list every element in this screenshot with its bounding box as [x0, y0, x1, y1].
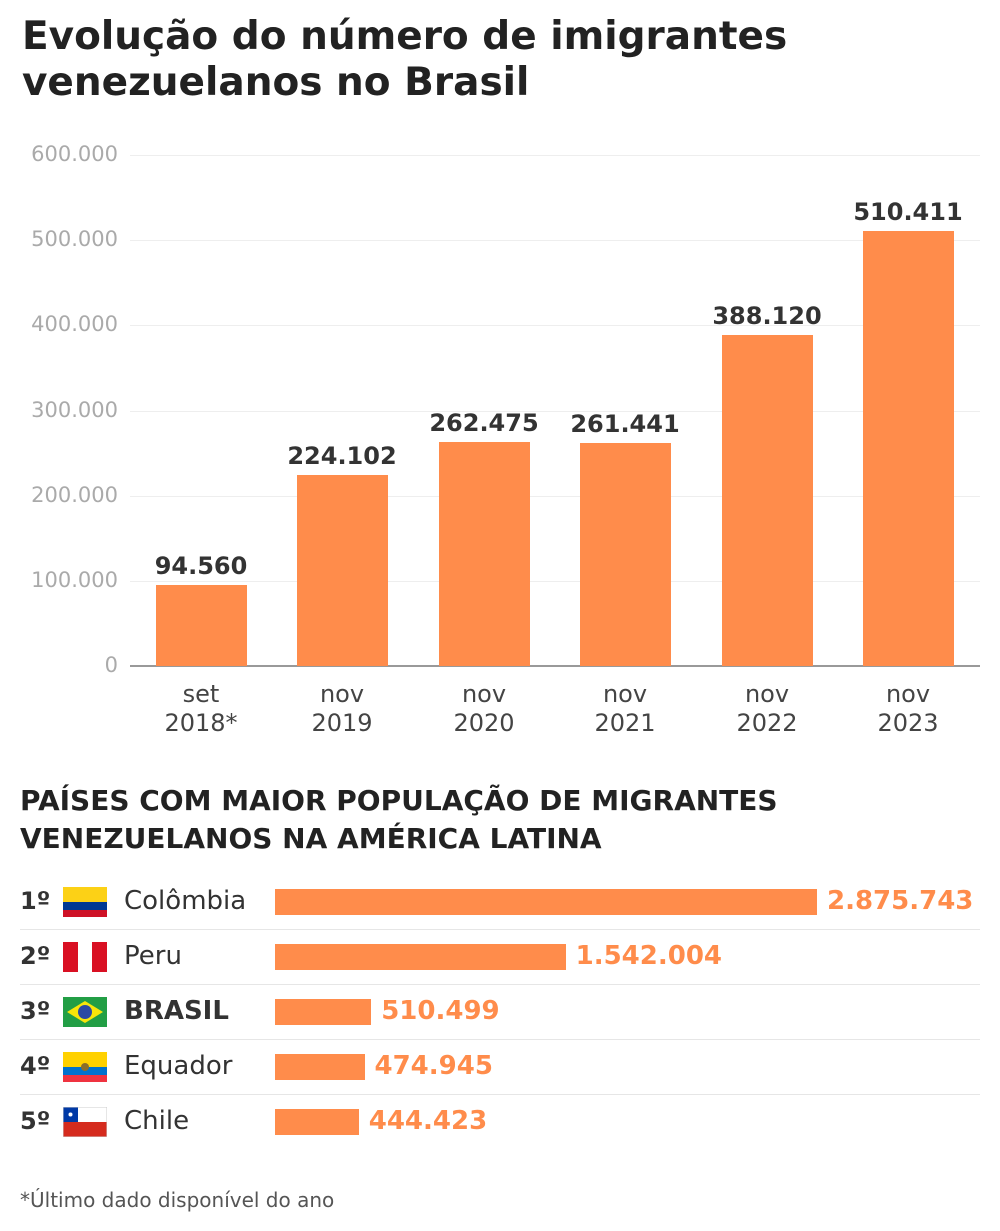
row-divider — [20, 929, 980, 930]
data-label: 510.499 — [381, 996, 500, 1026]
rank-label: 3º — [20, 997, 51, 1025]
ranking-row: 1º Colômbia 2.875.743 — [0, 873, 980, 928]
data-label: 444.423 — [368, 1106, 488, 1136]
bar — [155, 585, 247, 666]
data-label: 262.475 — [429, 409, 539, 438]
gridline — [130, 580, 980, 582]
y-tick-label: 300.000 — [31, 397, 118, 422]
y-tick-label: 400.000 — [31, 312, 118, 337]
data-label: 1.542.004 — [575, 941, 723, 971]
chart-title: Evolução do número de imigrantes venezue… — [22, 14, 788, 105]
y-tick-label: 100.000 — [31, 567, 118, 592]
x-tick-label: nov 2022 — [692, 680, 842, 738]
x-tick-label: nov 2019 — [267, 680, 417, 738]
peru-flag-icon — [63, 942, 107, 972]
x-tick-line: 2021 — [594, 709, 656, 737]
ranking-row: 2º Peru 1.542.004 — [0, 928, 980, 983]
ranking-row: 4º Equador 474.945 — [0, 1038, 980, 1093]
x-tick-line: nov — [602, 680, 648, 708]
x-tick-line: 2023 — [877, 709, 939, 737]
gridline — [130, 325, 980, 327]
x-tick-label: nov 2020 — [409, 680, 559, 738]
ecuador-flag-icon — [63, 1052, 107, 1082]
bar — [438, 442, 530, 666]
x-tick-label: set 2018* — [126, 680, 276, 738]
x-tick-line: nov — [885, 680, 931, 708]
rank-label: 1º — [20, 887, 51, 915]
data-label: 261.441 — [570, 410, 680, 439]
chile-flag-icon — [63, 1107, 107, 1137]
bar — [275, 944, 566, 970]
x-tick-line: 2020 — [453, 709, 515, 737]
ranking-row: 3º BRASIL 510.499 — [0, 983, 980, 1038]
bar — [721, 335, 813, 666]
x-tick-line: 2022 — [736, 709, 798, 737]
bar — [579, 443, 671, 666]
data-label: 510.411 — [853, 198, 963, 227]
gridline — [130, 240, 980, 242]
bar — [275, 889, 817, 915]
row-divider — [20, 1094, 980, 1095]
x-tick-line: nov — [744, 680, 790, 708]
x-tick-label: nov 2023 — [833, 680, 983, 738]
country-name: Colômbia — [124, 886, 247, 916]
country-name: Equador — [124, 1051, 233, 1081]
data-label: 474.945 — [374, 1051, 493, 1081]
data-label: 224.102 — [287, 442, 397, 471]
y-tick-label: 600.000 — [31, 142, 118, 166]
x-tick-label: nov 2021 — [550, 680, 700, 738]
x-tick-line: nov — [461, 680, 507, 708]
x-tick-line: set — [182, 680, 220, 708]
x-tick-line: nov — [319, 680, 365, 708]
y-tick-label: 500.000 — [31, 227, 118, 252]
country-name: Chile — [124, 1106, 190, 1136]
gridline — [130, 495, 980, 497]
x-axis-line — [130, 665, 980, 667]
country-name: BRASIL — [124, 996, 229, 1026]
colombia-flag-icon — [63, 887, 107, 917]
gridline — [130, 410, 980, 412]
footnote: *Último dado disponível do ano — [20, 1188, 335, 1212]
bar — [275, 999, 372, 1025]
data-label: 94.560 — [154, 552, 248, 581]
rank-label: 2º — [20, 942, 51, 970]
brazil-flag-icon — [63, 997, 107, 1027]
gridline — [130, 155, 980, 156]
data-label: 2.875.743 — [827, 886, 974, 916]
y-tick-label: 0 — [104, 653, 118, 677]
x-tick-line: 2018* — [164, 709, 238, 737]
ranking-title: PAÍSES COM MAIOR POPULAÇÃO DE MIGRANTES … — [20, 784, 778, 855]
data-label: 388.120 — [712, 302, 822, 331]
y-tick-label: 200.000 — [31, 482, 118, 507]
row-divider — [20, 1039, 980, 1040]
bar — [275, 1054, 365, 1080]
bar — [296, 475, 388, 666]
bar — [862, 231, 954, 666]
row-divider — [20, 984, 980, 985]
rank-label: 4º — [20, 1052, 51, 1080]
rank-label: 5º — [20, 1107, 51, 1135]
bar — [275, 1109, 359, 1135]
ranking-row: 5º Chile 444.423 — [0, 1093, 980, 1148]
country-name: Peru — [124, 941, 182, 971]
x-tick-line: 2019 — [311, 709, 373, 737]
